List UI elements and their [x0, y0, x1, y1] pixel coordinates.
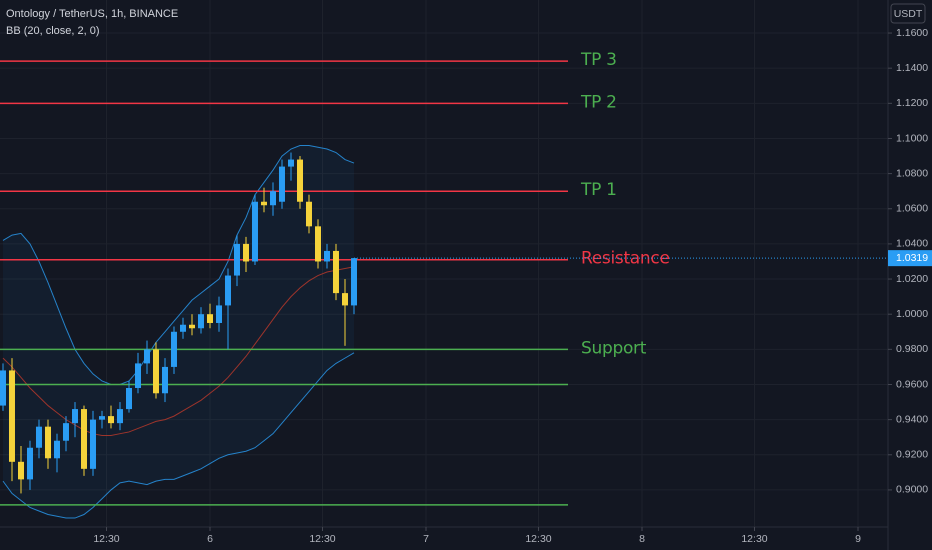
- unit-label: USDT: [894, 8, 923, 20]
- candle-body: [116, 409, 123, 424]
- y-tick-label: 1.1200: [896, 97, 928, 109]
- y-tick-label: 0.9600: [896, 378, 928, 390]
- unit-box[interactable]: [890, 3, 926, 24]
- candle-body: [54, 440, 61, 459]
- candle-body: [224, 275, 231, 306]
- y-tick-label: 0.9800: [896, 343, 928, 355]
- candle-body: [332, 250, 339, 294]
- candle-body: [27, 447, 34, 480]
- candle-body: [297, 159, 304, 202]
- candle-body: [81, 409, 88, 469]
- chart-title: Ontology / TetherUS, 1h, BINANCE: [6, 8, 178, 20]
- candle-body: [216, 305, 223, 323]
- last-price-box: [888, 250, 932, 267]
- bollinger-upper: [2, 145, 355, 385]
- y-tick-label: 1.0400: [896, 238, 928, 250]
- candle-body: [314, 226, 321, 262]
- last-price-label: 1.0319: [896, 252, 928, 264]
- candle-body: [260, 201, 267, 206]
- candle-body: [351, 258, 358, 306]
- bollinger-lower: [2, 352, 355, 519]
- candle-body: [108, 416, 115, 424]
- y-tick-label: 1.0200: [896, 273, 928, 285]
- y-tick-label: 0.9000: [896, 484, 928, 496]
- candle-body: [143, 349, 150, 364]
- level-label: TP 1: [580, 180, 617, 200]
- x-tick-label: 6: [207, 533, 213, 545]
- x-tick-label: 7: [423, 533, 429, 545]
- candle-body: [243, 243, 250, 262]
- candle-body: [270, 191, 277, 206]
- y-tick-label: 1.0800: [896, 167, 928, 179]
- candle-body: [206, 314, 213, 323]
- candle-body: [17, 461, 24, 480]
- candle-body: [170, 331, 177, 367]
- level-label: Resistance: [581, 249, 670, 269]
- x-tick-label: 12:30: [93, 533, 119, 545]
- candle-body: [287, 159, 294, 167]
- candle-body: [0, 370, 7, 406]
- level-label: TP 2: [580, 92, 617, 112]
- candle-body: [135, 363, 142, 389]
- y-tick-label: 1.1000: [896, 132, 928, 144]
- y-tick-label: 1.0000: [896, 308, 928, 320]
- x-tick-label: 12:30: [525, 533, 551, 545]
- candle-body: [89, 419, 96, 469]
- candle-body: [62, 423, 69, 441]
- candle-body: [251, 201, 258, 262]
- bollinger-basis: [2, 266, 355, 436]
- x-tick-label: 12:30: [741, 533, 767, 545]
- candle-body: [71, 409, 78, 424]
- candle-body: [197, 314, 204, 329]
- candle-body: [278, 166, 285, 202]
- indicator-label: BB (20, close, 2, 0): [6, 25, 100, 37]
- y-tick-label: 0.9400: [896, 413, 928, 425]
- level-label: TP 3: [580, 50, 617, 70]
- y-tick-label: 1.1600: [896, 27, 928, 39]
- candle-body: [8, 370, 15, 462]
- candle-body: [98, 416, 105, 420]
- x-tick-label: 9: [855, 533, 861, 545]
- candle-body: [305, 201, 312, 227]
- x-tick-label: 8: [639, 533, 645, 545]
- y-tick-label: 1.1400: [896, 62, 928, 74]
- y-tick-label: 0.9200: [896, 449, 928, 461]
- candle-body: [341, 293, 348, 306]
- candle-body: [189, 324, 196, 329]
- candle-body: [233, 243, 240, 276]
- candle-body: [44, 426, 51, 459]
- candle-body: [179, 324, 186, 332]
- candle-body: [152, 349, 159, 394]
- candle-body: [324, 250, 331, 262]
- candle-body: [125, 388, 132, 410]
- y-tick-label: 1.0600: [896, 203, 928, 215]
- candle-body: [162, 366, 169, 394]
- x-tick-label: 12:30: [309, 533, 335, 545]
- level-label: Support: [581, 338, 647, 358]
- candle-body: [35, 426, 42, 448]
